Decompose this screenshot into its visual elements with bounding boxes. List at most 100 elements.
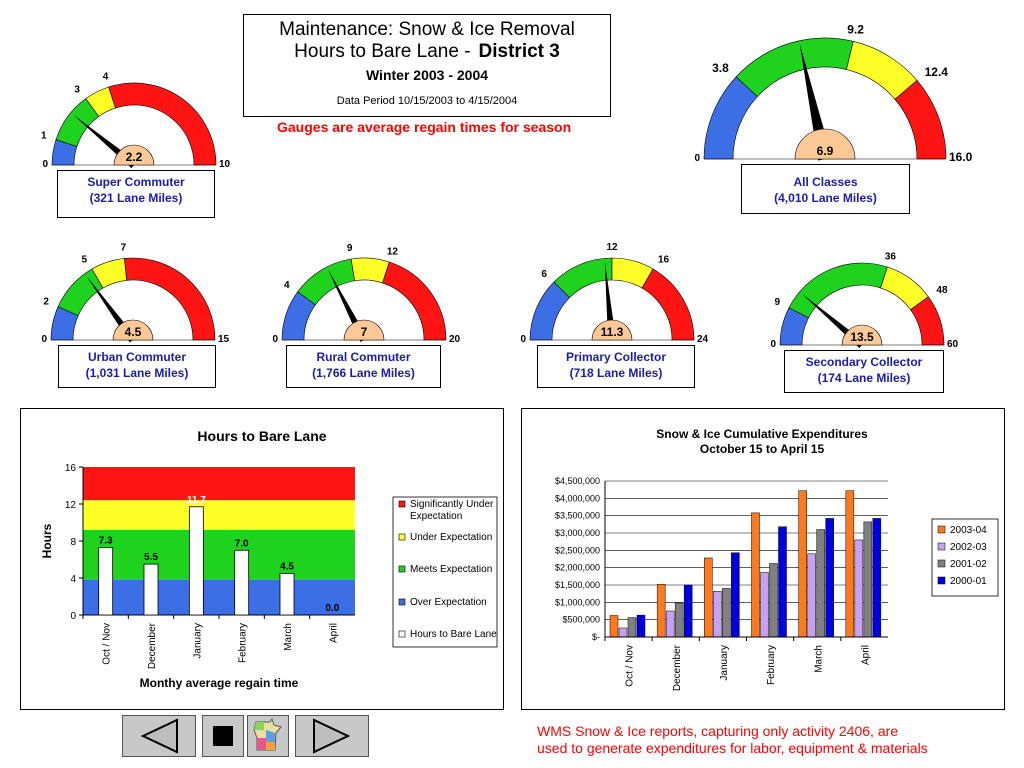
legend-label: 2000-01 <box>950 576 987 587</box>
data-period: Data Period 10/15/2003 to 4/15/2004 <box>336 95 518 107</box>
expectation-band <box>83 579 355 615</box>
chart-title: Snow & Ice Cumulative Expenditures <box>656 427 868 441</box>
gauge-super-commuter: 2.2 0 10 1 3 4 <box>41 72 231 170</box>
gauge-max-label: 20 <box>449 334 461 345</box>
expectation-band <box>83 500 355 530</box>
expenditure-bar <box>825 518 834 638</box>
gauge-max-label: 16.0 <box>949 150 973 164</box>
expenditure-bar <box>627 617 637 638</box>
gauge-rural-commuter: 7 0 20 4 9 12 <box>272 243 460 345</box>
y-tick-label: 0 <box>70 611 76 622</box>
gauge-name: Rural Commuter <box>316 350 411 364</box>
expenditure-bar <box>845 490 855 638</box>
y-tick-label: $2,000,000 <box>555 563 600 573</box>
x-tick-label: Oct / Nov <box>625 645 636 687</box>
gauge-hub <box>343 319 385 341</box>
expenditure-bar <box>722 588 731 638</box>
gauge-tick-label: 3.8 <box>712 61 729 75</box>
gauge-hub <box>794 128 856 160</box>
expenditure-bar <box>751 512 760 638</box>
hours-bar <box>98 547 114 616</box>
footer-note-line1: WMS Snow & Ice reports, capturing only a… <box>537 723 899 739</box>
y-tick-label: $4,000,000 <box>555 493 600 503</box>
gauge-miles: (4,010 Lane Miles) <box>774 191 877 205</box>
gauge-tick-label: 2 <box>43 297 49 308</box>
gauge-tick-label: 6 <box>541 269 547 280</box>
hours-bar <box>143 563 159 616</box>
x-tick-label: April <box>328 623 339 643</box>
expenditure-legend: 2003-04 2002-03 2001-02 2000-01 <box>931 518 999 597</box>
gauge-band-significantly-under <box>641 268 695 341</box>
bar-data-label: 7.3 <box>99 535 113 546</box>
square-stop-icon <box>213 726 233 746</box>
y-tick-label: $3,000,000 <box>555 528 600 538</box>
prev-button[interactable] <box>122 715 196 757</box>
gauge-label-super: Super Commuter (321 Lane Miles) <box>57 170 215 218</box>
legend-box <box>392 496 498 648</box>
y-tick-label: $3,500,000 <box>555 511 600 521</box>
gauge-miles: (321 Lane Miles) <box>89 191 183 205</box>
legend-swatch <box>398 630 406 638</box>
stop-button[interactable] <box>202 715 244 757</box>
gauge-tick-label: 9 <box>347 243 353 254</box>
legend-swatch <box>937 576 946 585</box>
x-tick-label: December <box>672 644 683 691</box>
y-tick-label: 12 <box>65 500 77 511</box>
gauge-name: Primary Collector <box>565 350 667 364</box>
map-button[interactable] <box>247 715 289 757</box>
gauge-min-label: 0 <box>42 159 48 170</box>
y-axis-label: Hours <box>40 523 54 558</box>
x-axis-label: Monthy average regain time <box>140 676 299 690</box>
gauge-min-label: 0 <box>520 334 526 345</box>
expenditure-chart-panel: Snow & Ice Cumulative Expenditures Octobe… <box>521 408 1005 710</box>
gauge-min-label: 0 <box>272 334 278 345</box>
gauge-subtitle: Gauges are average regain times for seas… <box>277 119 572 135</box>
hours-chart-panel: Hours to Bare Lane 0 4 8 12 16 Hours 7.3 Oct / N… <box>20 408 504 710</box>
expenditure-bar <box>713 590 722 638</box>
gauge-tick-label: 4 <box>284 280 290 291</box>
expenditure-bar <box>656 584 666 638</box>
expenditure-bar <box>816 529 825 638</box>
hours-bar <box>234 549 250 616</box>
gauge-band-meets <box>788 262 888 319</box>
expenditure-bar <box>769 563 778 638</box>
legend-swatch <box>937 525 946 534</box>
expenditure-bar <box>872 518 882 638</box>
y-tick-label: 8 <box>70 537 76 548</box>
y-tick-label: $1,000,000 <box>555 597 600 607</box>
expenditure-bar <box>760 572 769 638</box>
expenditure-bar <box>683 584 693 638</box>
gauge-value: 6.9 <box>817 144 834 158</box>
legend-swatch <box>398 565 406 573</box>
chart-title: Hours to Bare Lane <box>197 428 326 444</box>
bar-data-label: 4.5 <box>280 561 294 572</box>
x-tick-label: December <box>147 622 158 669</box>
gauge-secondary-collector: 13.5 0 60 9 36 48 <box>770 252 958 350</box>
gauge-min-label: 0 <box>694 153 700 164</box>
bar-data-label: 0.0 <box>325 603 339 614</box>
bar-data-label: 7.0 <box>235 538 249 549</box>
legend-swatch <box>398 598 406 606</box>
expenditure-bar <box>636 614 646 638</box>
gauge-label-urban: Urban Commuter (1,031 Lane Miles) <box>58 345 216 388</box>
gauge-max-label: 24 <box>697 334 709 345</box>
expenditure-bar <box>609 615 619 638</box>
title-line1: Maintenance: Snow & Ice Removal <box>279 19 575 40</box>
next-button[interactable] <box>295 715 369 757</box>
district-label: District 3 <box>478 41 560 62</box>
gauge-tick-label: 36 <box>885 252 897 263</box>
gauge-tick-label: 7 <box>121 243 127 254</box>
legend-label: Under Expectation <box>410 532 492 543</box>
gauge-miles: (1,766 Lane Miles) <box>312 366 415 380</box>
bar-data-label: 5.5 <box>144 552 158 563</box>
y-tick-label: $500,000 <box>562 615 600 625</box>
gauge-name: Secondary Collector <box>805 355 923 369</box>
title-line2: Hours to Bare Lane - District 3 <box>244 41 610 63</box>
legend-swatch <box>937 542 946 551</box>
x-tick-label: April <box>860 645 871 665</box>
x-tick-label: March <box>283 623 294 651</box>
triangle-right-icon <box>313 718 351 754</box>
hours-legend: Significantly Under Expectation Under Expe… <box>392 496 498 648</box>
legend-label: Over Expectation <box>410 597 487 608</box>
gauge-tick-label: 4 <box>103 72 109 83</box>
